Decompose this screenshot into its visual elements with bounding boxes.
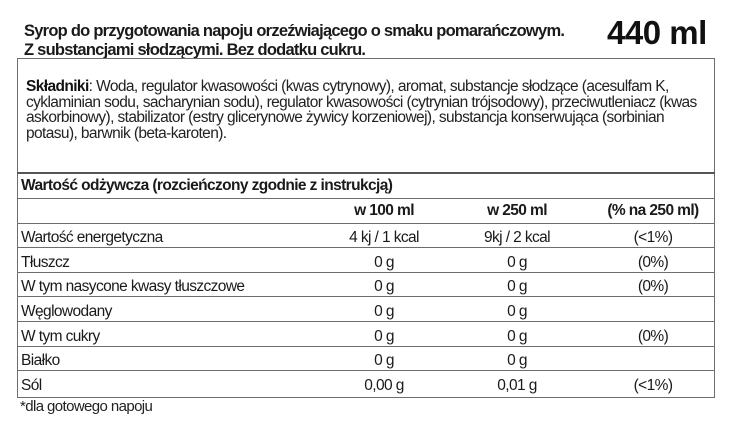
nutrient-value: 0 g <box>321 296 443 322</box>
title-line-1: Syrop do przygotowania napoju orzeźwiają… <box>24 22 565 40</box>
ingredients-list: : Woda, regulator kwasowości (kwas cytry… <box>26 78 697 142</box>
header-cell <box>17 198 321 224</box>
nutrient-value: 0,01 g <box>443 370 587 395</box>
nutrient-name: Węglowodany <box>17 296 321 322</box>
label-box: Składniki: Woda, regulator kwasowości (k… <box>17 58 715 398</box>
nutrient-value: 0,00 g <box>321 370 443 395</box>
footnote: *dla gotowego napoju <box>20 398 153 415</box>
nutrient-value <box>587 296 715 322</box>
header-cell: (% na 250 ml) <box>587 198 715 224</box>
nutrient-name: W tym nasycone kwasy tłuszczowe <box>17 271 321 297</box>
header-cell: w 250 ml <box>443 198 587 224</box>
nutrient-value: 0 g <box>443 296 587 322</box>
nutrition-header-row: w 100 ml w 250 ml (% na 250 ml) <box>17 198 715 224</box>
title-line-2: Z substancjami słodzącymi. Bez dodatku c… <box>24 41 366 59</box>
nutrient-value: (<1%) <box>587 222 715 248</box>
nutrient-value: 4 kj / 1 kcal <box>321 222 443 248</box>
nutrient-value: 9kj / 2 kcal <box>443 222 587 248</box>
nutrient-value: (0%) <box>587 320 715 347</box>
nutrient-value: 0 g <box>443 247 587 273</box>
nutrition-title: Wartość odżywcza (rozcieńczony zgodnie z… <box>17 172 715 199</box>
nutrient-value: 0 g <box>443 345 587 371</box>
nutrient-value <box>587 345 715 371</box>
nutrient-value: (0%) <box>587 247 715 273</box>
nutrient-value: 0 g <box>443 271 587 297</box>
nutrient-value: 0 g <box>321 271 443 297</box>
table-row: Wartość energetyczna 4 kj / 1 kcal 9kj / 2… <box>17 222 715 248</box>
nutrient-name: W tym cukry <box>17 320 321 347</box>
nutrient-value: (0%) <box>587 271 715 297</box>
nutrient-value: 0 g <box>321 247 443 273</box>
nutrition-title-row: Wartość odżywcza (rozcieńczony zgodnie z… <box>17 172 715 199</box>
nutrient-name: Sól <box>17 370 321 395</box>
ingredients-text: Składniki: Woda, regulator kwasowości (k… <box>26 79 706 141</box>
nutrient-name: Tłuszcz <box>17 247 321 273</box>
nutrient-value: 0 g <box>321 320 443 347</box>
nutrient-value: 0 g <box>443 320 587 347</box>
ingredients-label: Składniki <box>26 78 89 95</box>
table-row: Sól 0,00 g 0,01 g (<1%) <box>17 370 715 395</box>
nutrient-value: 0 g <box>321 345 443 371</box>
nutrient-name: Białko <box>17 345 321 371</box>
product-title: Syrop do przygotowania napoju orzeźwiają… <box>24 22 565 60</box>
nutrition-table: Wartość odżywcza (rozcieńczony zgodnie z… <box>17 172 715 395</box>
nutrient-name: Wartość energetyczna <box>17 222 321 248</box>
nutrient-value: (<1%) <box>587 370 715 395</box>
header-cell: w 100 ml <box>321 198 443 224</box>
volume-label: 440 ml <box>607 14 707 51</box>
